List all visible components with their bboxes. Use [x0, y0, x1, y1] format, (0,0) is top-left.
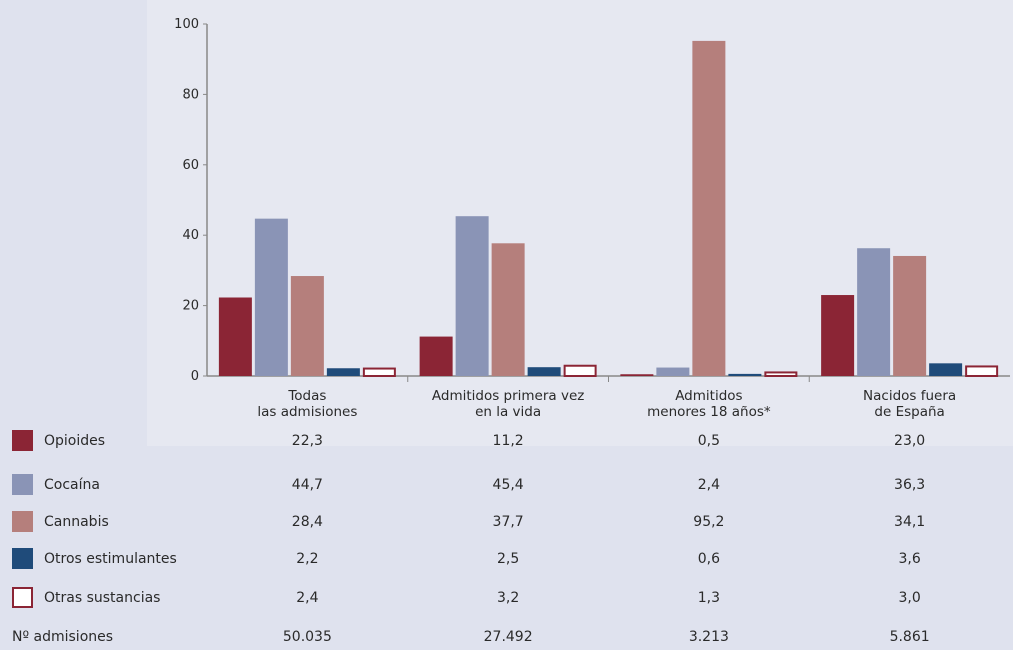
legend-swatch — [12, 587, 33, 608]
bar-cocaína — [857, 248, 891, 376]
bar-otros-estimulantes — [527, 367, 561, 376]
y-tick-label: 20 — [182, 299, 199, 314]
bar-opioides — [419, 336, 453, 376]
data-label: 0,6 — [697, 551, 720, 567]
bar-cocaína — [656, 367, 690, 376]
admissions-row: Nº admisiones 50.035 27.492 3.213 5.861 — [0, 624, 1013, 650]
legend-label: Cocaína — [44, 477, 100, 493]
data-label: 1,3 — [697, 590, 720, 606]
data-label: 95,2 — [693, 514, 725, 530]
data-label: 2,2 — [296, 551, 319, 567]
bar-opioides — [218, 297, 252, 376]
bar-otros-estimulantes — [929, 363, 963, 376]
legend-row: Otros estimulantes 2,2 2,5 0,6 3,6 — [0, 546, 1013, 572]
bar-cannabis — [692, 40, 726, 377]
data-label: 34,1 — [894, 514, 926, 530]
data-label: 3,0 — [898, 590, 921, 606]
legend-row: Otras sustancias 2,4 3,2 1,3 3,0 — [0, 585, 1013, 611]
data-label: 3,2 — [496, 590, 520, 606]
y-tick-label: 40 — [182, 228, 199, 243]
data-label: 45,4 — [492, 477, 524, 493]
bar-chart: 0 20 40 60 80 100 Todas las admisiones Admitidos… — [174, 17, 1010, 420]
legend-label: Otras sustancias — [44, 590, 161, 606]
admissions-value: 27.492 — [483, 629, 533, 645]
legend-swatch — [12, 474, 33, 495]
y-tick-label: 60 — [182, 158, 199, 173]
legend-swatch — [12, 548, 33, 569]
admissions-value: 3.213 — [688, 629, 729, 645]
bar-cannabis — [893, 255, 927, 376]
x-category-label: Todas las admisiones — [257, 388, 357, 420]
bar-opioides — [821, 295, 855, 376]
bar-opioides — [620, 374, 654, 376]
y-tick-label: 0 — [191, 369, 199, 384]
data-label: 2,5 — [496, 551, 520, 567]
bar-cocaína — [254, 218, 288, 376]
bar-otras-sustancias — [965, 365, 999, 378]
bar-otras-sustancias — [362, 367, 396, 378]
legend-label: Otros estimulantes — [44, 551, 177, 567]
bar-otros-estimulantes — [728, 373, 762, 376]
y-tick-label: 100 — [174, 17, 199, 32]
legend-row: Cocaína 44,7 45,4 2,4 36,3 — [0, 472, 1013, 498]
data-label: 28,4 — [291, 514, 323, 530]
admissions-value: 50.035 — [282, 629, 332, 645]
bar-otros-estimulantes — [326, 368, 360, 376]
data-label: 2,4 — [296, 590, 319, 606]
admissions-value: 5.861 — [889, 629, 930, 645]
data-label: 2,4 — [697, 477, 720, 493]
data-label: 37,7 — [492, 514, 524, 530]
x-category-label: Admitidos menores 18 años* — [647, 388, 771, 420]
y-tick-label: 80 — [182, 87, 199, 102]
data-label: 3,6 — [898, 551, 921, 567]
admissions-label: Nº admisiones — [12, 629, 114, 645]
bar-cannabis — [491, 243, 525, 376]
x-category-label: Nacidos fuera de España — [863, 388, 956, 420]
bar-cocaína — [455, 216, 489, 376]
legend-swatch — [12, 511, 33, 532]
legend-row: Cannabis 28,4 37,7 95,2 34,1 — [0, 509, 1013, 535]
legend-label: Cannabis — [44, 514, 109, 530]
bar-otras-sustancias — [764, 371, 798, 378]
bar-otras-sustancias — [563, 364, 597, 377]
data-label: 44,7 — [291, 477, 323, 493]
bar-cannabis — [290, 276, 324, 376]
data-label: 36,3 — [894, 477, 926, 493]
x-category-label: Admitidos primera vez en la vida — [432, 388, 585, 420]
